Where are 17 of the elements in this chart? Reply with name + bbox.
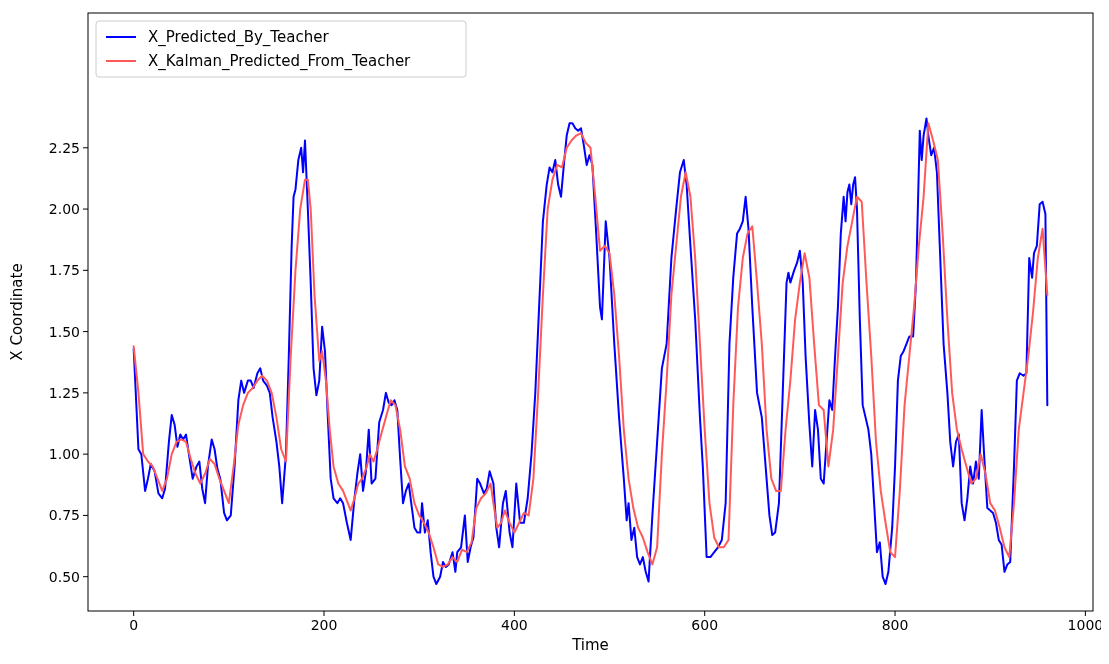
y-tick-label: 0.50 bbox=[48, 568, 80, 585]
x-tick-label: 600 bbox=[691, 617, 719, 633]
y-tick-label: 2.25 bbox=[48, 139, 80, 156]
legend-label: X_Predicted_By_Teacher bbox=[148, 28, 330, 48]
x-tick-label: 0 bbox=[129, 617, 139, 633]
x-axis-title: Time bbox=[571, 636, 609, 654]
x-tick-label: 400 bbox=[501, 617, 528, 633]
y-axis-title: X Coordinate bbox=[8, 263, 26, 361]
y-tick-label: 2.00 bbox=[48, 200, 80, 217]
y-tick-label: 1.75 bbox=[48, 262, 80, 279]
x-tick-label: 200 bbox=[310, 617, 338, 633]
y-tick-label: 0.75 bbox=[48, 507, 80, 524]
legend-label: X_Kalman_Predicted_From_Teacher bbox=[148, 52, 412, 72]
y-tick-label: 1.00 bbox=[48, 446, 80, 463]
y-tick-label: 1.25 bbox=[48, 384, 80, 401]
y-tick-label: 1.50 bbox=[48, 323, 80, 340]
x-tick-label: 800 bbox=[881, 617, 909, 633]
